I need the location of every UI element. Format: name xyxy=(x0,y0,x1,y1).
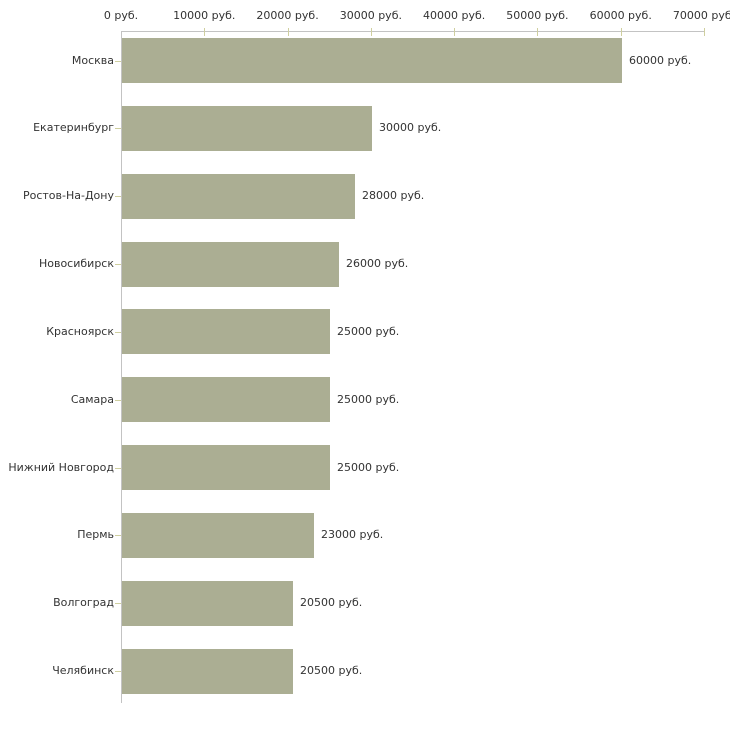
category-label: Самара xyxy=(70,393,114,406)
x-axis-tick-label: 30000 руб. xyxy=(339,9,402,22)
x-axis-tick-label: 20000 руб. xyxy=(256,9,319,22)
x-axis-tick-label: 60000 руб. xyxy=(589,9,652,22)
category-label: Ростов-На-Дону xyxy=(22,189,114,202)
x-axis-tick-label: 70000 руб. xyxy=(672,9,730,22)
value-label: 20500 руб. xyxy=(300,664,363,677)
x-axis-tick-mark xyxy=(370,28,372,36)
category-label: Волгоград xyxy=(53,596,114,609)
x-axis-tick-mark xyxy=(620,28,622,36)
y-axis-tick-mark xyxy=(115,535,121,536)
y-axis-tick-mark xyxy=(115,603,121,604)
y-axis-tick-mark xyxy=(115,400,121,401)
category-label: Москва xyxy=(71,54,114,67)
y-axis-tick-mark xyxy=(115,61,121,62)
value-label: 25000 руб. xyxy=(337,393,400,406)
x-axis-tick-label: 50000 руб. xyxy=(506,9,569,22)
category-label: Пермь xyxy=(77,528,114,541)
category-label: Красноярск xyxy=(46,325,114,338)
category-label: Новосибирск xyxy=(38,257,114,270)
x-axis-tick-label: 40000 руб. xyxy=(423,9,486,22)
y-axis-line xyxy=(121,31,122,703)
bar xyxy=(122,174,355,219)
y-axis-tick-mark xyxy=(115,264,121,265)
value-label: 20500 руб. xyxy=(300,596,363,609)
bar xyxy=(122,513,314,558)
x-axis-line xyxy=(121,31,705,32)
x-axis-tick-mark xyxy=(704,28,705,36)
x-axis-tick-mark xyxy=(454,28,456,36)
y-axis-tick-mark xyxy=(115,128,121,129)
value-label: 23000 руб. xyxy=(321,528,384,541)
value-label: 26000 руб. xyxy=(346,257,409,270)
y-axis-tick-mark xyxy=(115,196,121,197)
y-axis-tick-mark xyxy=(115,671,121,672)
category-label: Челябинск xyxy=(52,664,114,677)
x-axis-tick-mark xyxy=(537,28,539,36)
bar xyxy=(122,649,293,694)
bar xyxy=(122,38,622,83)
bar xyxy=(122,242,339,287)
bar xyxy=(122,106,372,151)
value-label: 25000 руб. xyxy=(337,325,400,338)
category-label: Екатеринбург xyxy=(33,121,114,134)
x-axis-tick-label: 0 руб. xyxy=(103,9,139,22)
x-axis-tick-mark xyxy=(287,28,289,36)
value-label: 28000 руб. xyxy=(362,189,425,202)
x-axis-tick-mark xyxy=(204,28,206,36)
x-axis-tick-label: 10000 руб. xyxy=(173,9,236,22)
value-label: 25000 руб. xyxy=(337,461,400,474)
value-label: 60000 руб. xyxy=(629,54,692,67)
bar xyxy=(122,445,330,490)
bar xyxy=(122,377,330,422)
value-label: 30000 руб. xyxy=(379,121,442,134)
y-axis-tick-mark xyxy=(115,332,121,333)
category-label: Нижний Новгород xyxy=(8,461,114,474)
bar xyxy=(122,581,293,626)
bar xyxy=(122,309,330,354)
y-axis-tick-mark xyxy=(115,468,121,469)
